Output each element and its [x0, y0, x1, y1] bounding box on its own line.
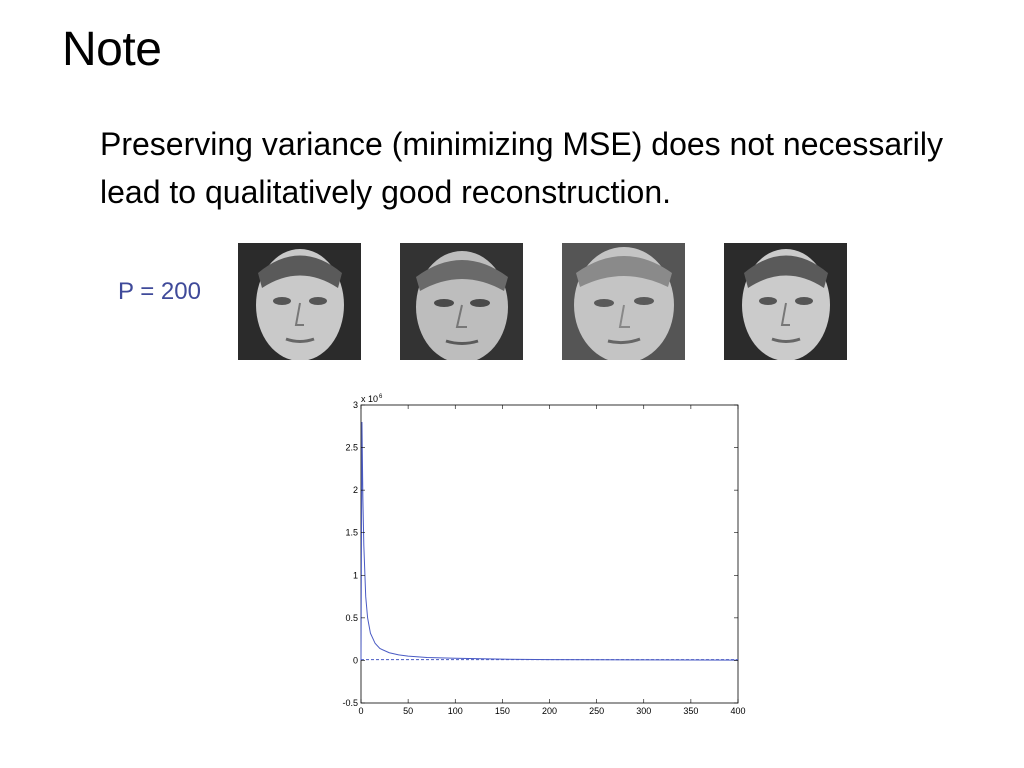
- y-tick-label: 0: [353, 655, 358, 665]
- y-tick-label: 1.5: [345, 528, 358, 538]
- x-tick-label: 400: [730, 706, 745, 716]
- x-tick-label: 150: [495, 706, 510, 716]
- x-tick-label: 250: [589, 706, 604, 716]
- y-exponent-label: 6: [379, 394, 383, 400]
- variance-series: [360, 422, 739, 661]
- line-chart: 0 50 100 150 200 250 300 350 400-0.500.511.522.5…: [342, 394, 745, 716]
- p-value-label: P = 200: [118, 278, 201, 305]
- slide-title: Note: [62, 23, 162, 76]
- x-tick-label: 0: [358, 706, 363, 716]
- y-tick-label: 2.5: [345, 443, 358, 453]
- y-tick-label: 1: [353, 570, 358, 580]
- plot-frame: [360, 404, 739, 704]
- slide-body-text: Preserving variance (minimizing MSE) doe…: [100, 126, 943, 210]
- face-image-3: [562, 243, 685, 360]
- y-tick-label: 2: [353, 485, 358, 495]
- face-image-4: [724, 243, 847, 360]
- y-multiplier-label: x 10: [361, 394, 378, 404]
- x-tick-label: 300: [636, 706, 651, 716]
- x-tick-label: 50: [403, 706, 413, 716]
- x-tick-label: 350: [683, 706, 698, 716]
- y-tick-label: -0.5: [342, 698, 358, 708]
- face-image-2: [400, 243, 523, 360]
- x-tick-label: 100: [448, 706, 463, 716]
- x-tick-label: 200: [542, 706, 557, 716]
- y-tick-label: 0.5: [345, 613, 358, 623]
- face-image-1: [238, 243, 361, 360]
- chart: 0 50 100 150 200 250 300 350 400 -0.5 0 0.5 1 1.5 2 2.5…: [330, 390, 760, 720]
- y-tick-label: 3: [353, 400, 358, 410]
